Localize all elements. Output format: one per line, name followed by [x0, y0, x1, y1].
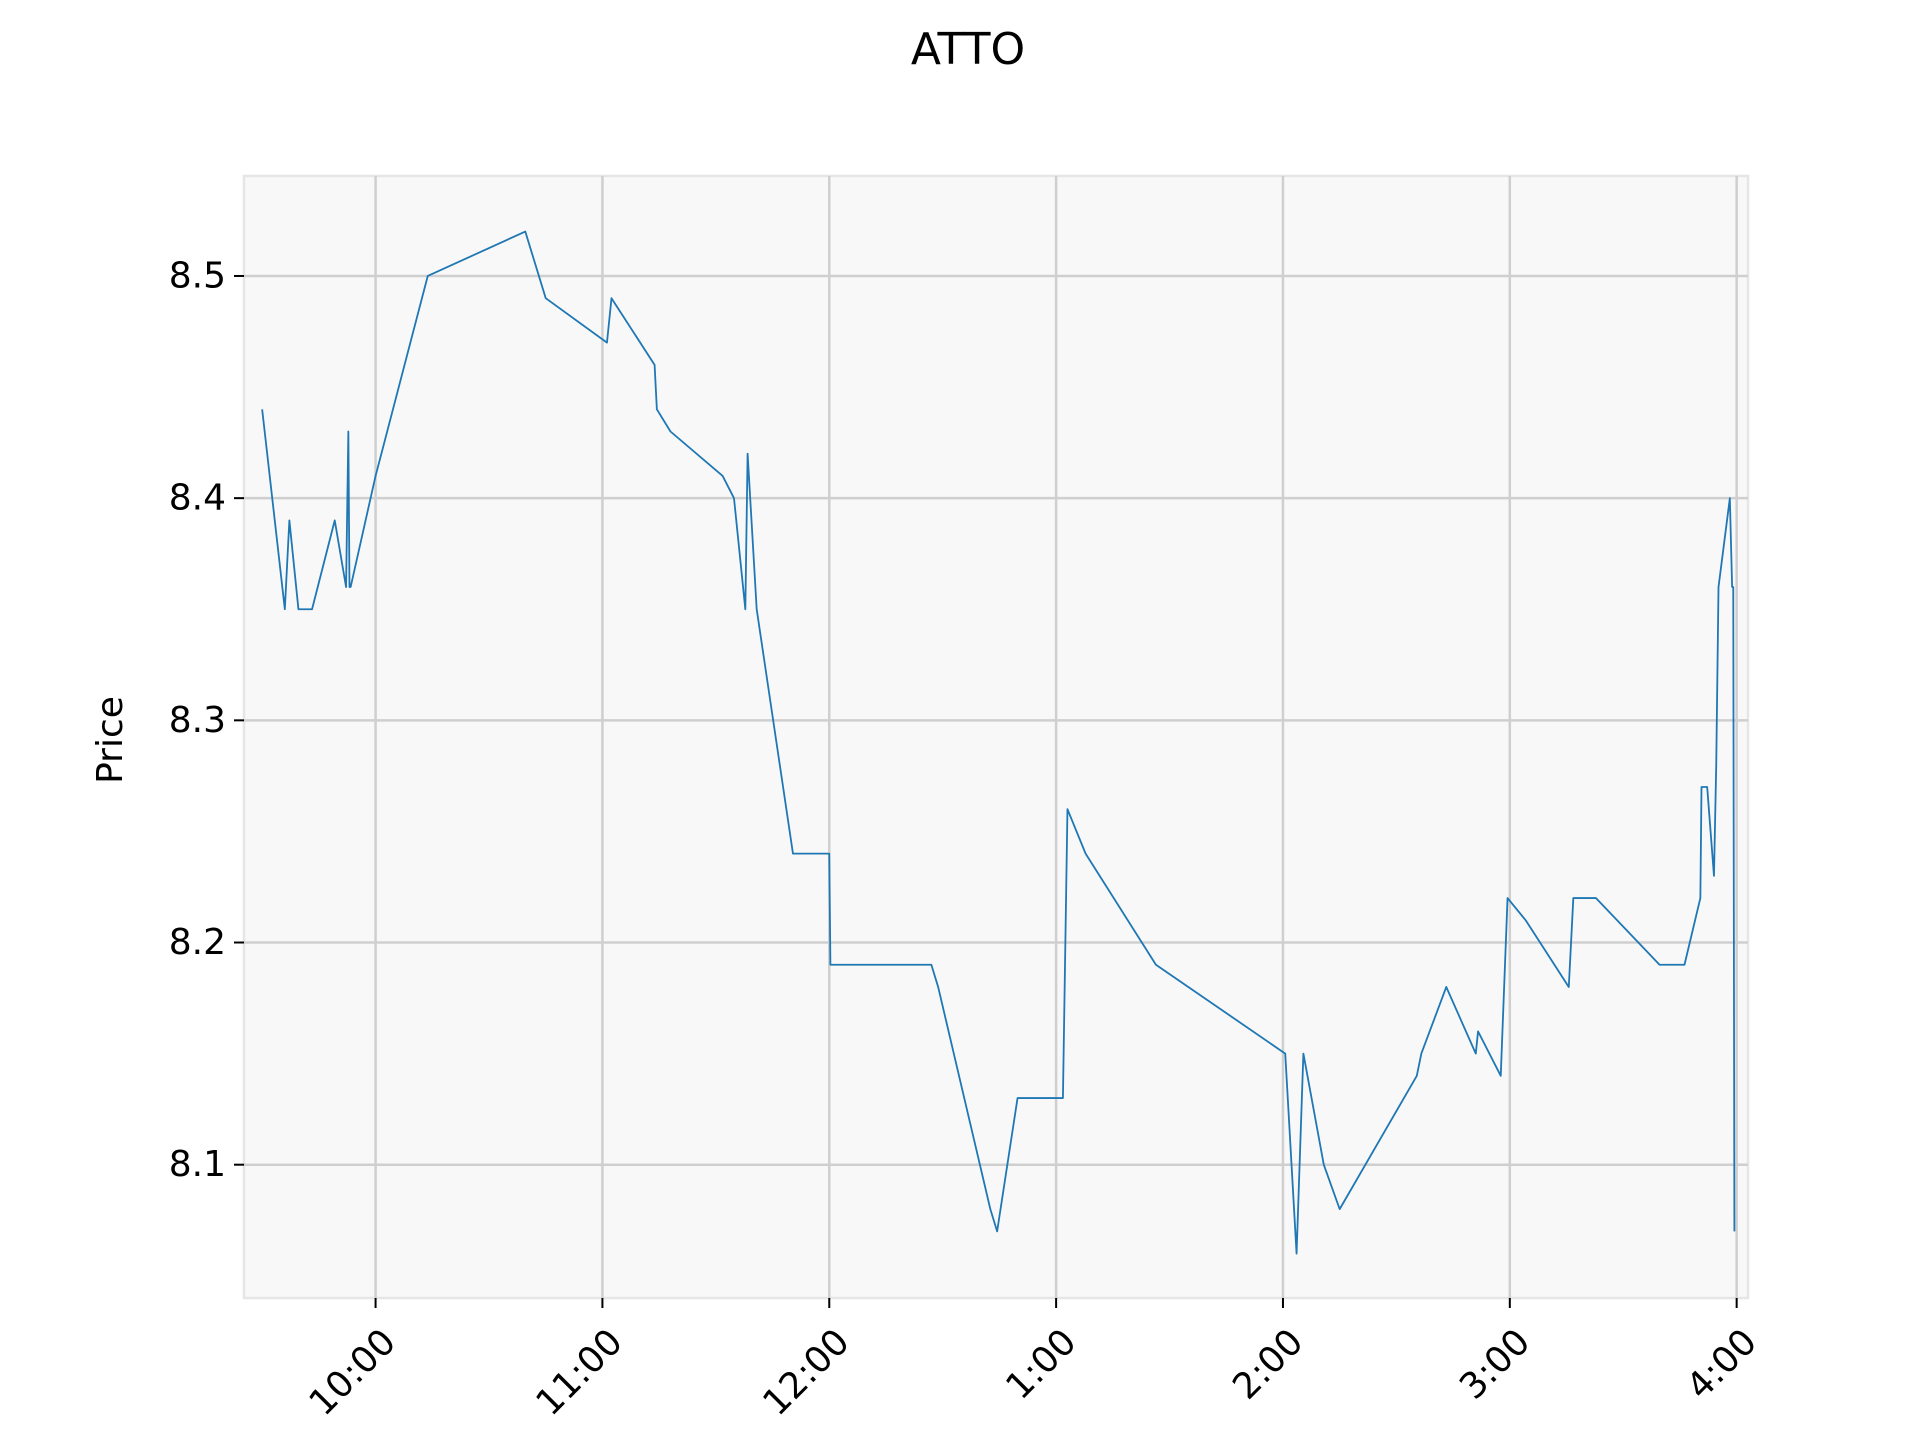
x-tick-label: 1:00 [998, 1321, 1084, 1407]
x-tick-label: 12:00 [755, 1321, 857, 1423]
y-axis: 8.1 8.2 8.3 8.4 8.5 [169, 255, 244, 1185]
series-layer [261, 230, 1736, 1255]
y-tick-label: 8.2 [169, 922, 226, 963]
y-tick-label: 8.1 [169, 1144, 226, 1185]
x-axis: 10:00 11:00 12:00 1:00 2:00 3:00 4:00 [302, 1298, 1765, 1424]
chart-title: ATTO [911, 24, 1025, 75]
plot-area [242, 174, 1750, 1300]
y-tick-label: 8.3 [169, 700, 226, 741]
x-tick-label: 10:00 [302, 1321, 404, 1423]
y-tick-label: 8.5 [169, 255, 226, 296]
y-axis-label: Price [90, 696, 131, 784]
grid-lines [244, 176, 1748, 1298]
price-series-line [261, 230, 1736, 1255]
x-tick-label: 11:00 [529, 1321, 631, 1423]
x-tick-label: 3:00 [1452, 1321, 1538, 1407]
y-tick-label: 8.4 [169, 478, 226, 519]
x-tick-label: 2:00 [1225, 1321, 1311, 1407]
x-tick-label: 4:00 [1679, 1321, 1765, 1407]
